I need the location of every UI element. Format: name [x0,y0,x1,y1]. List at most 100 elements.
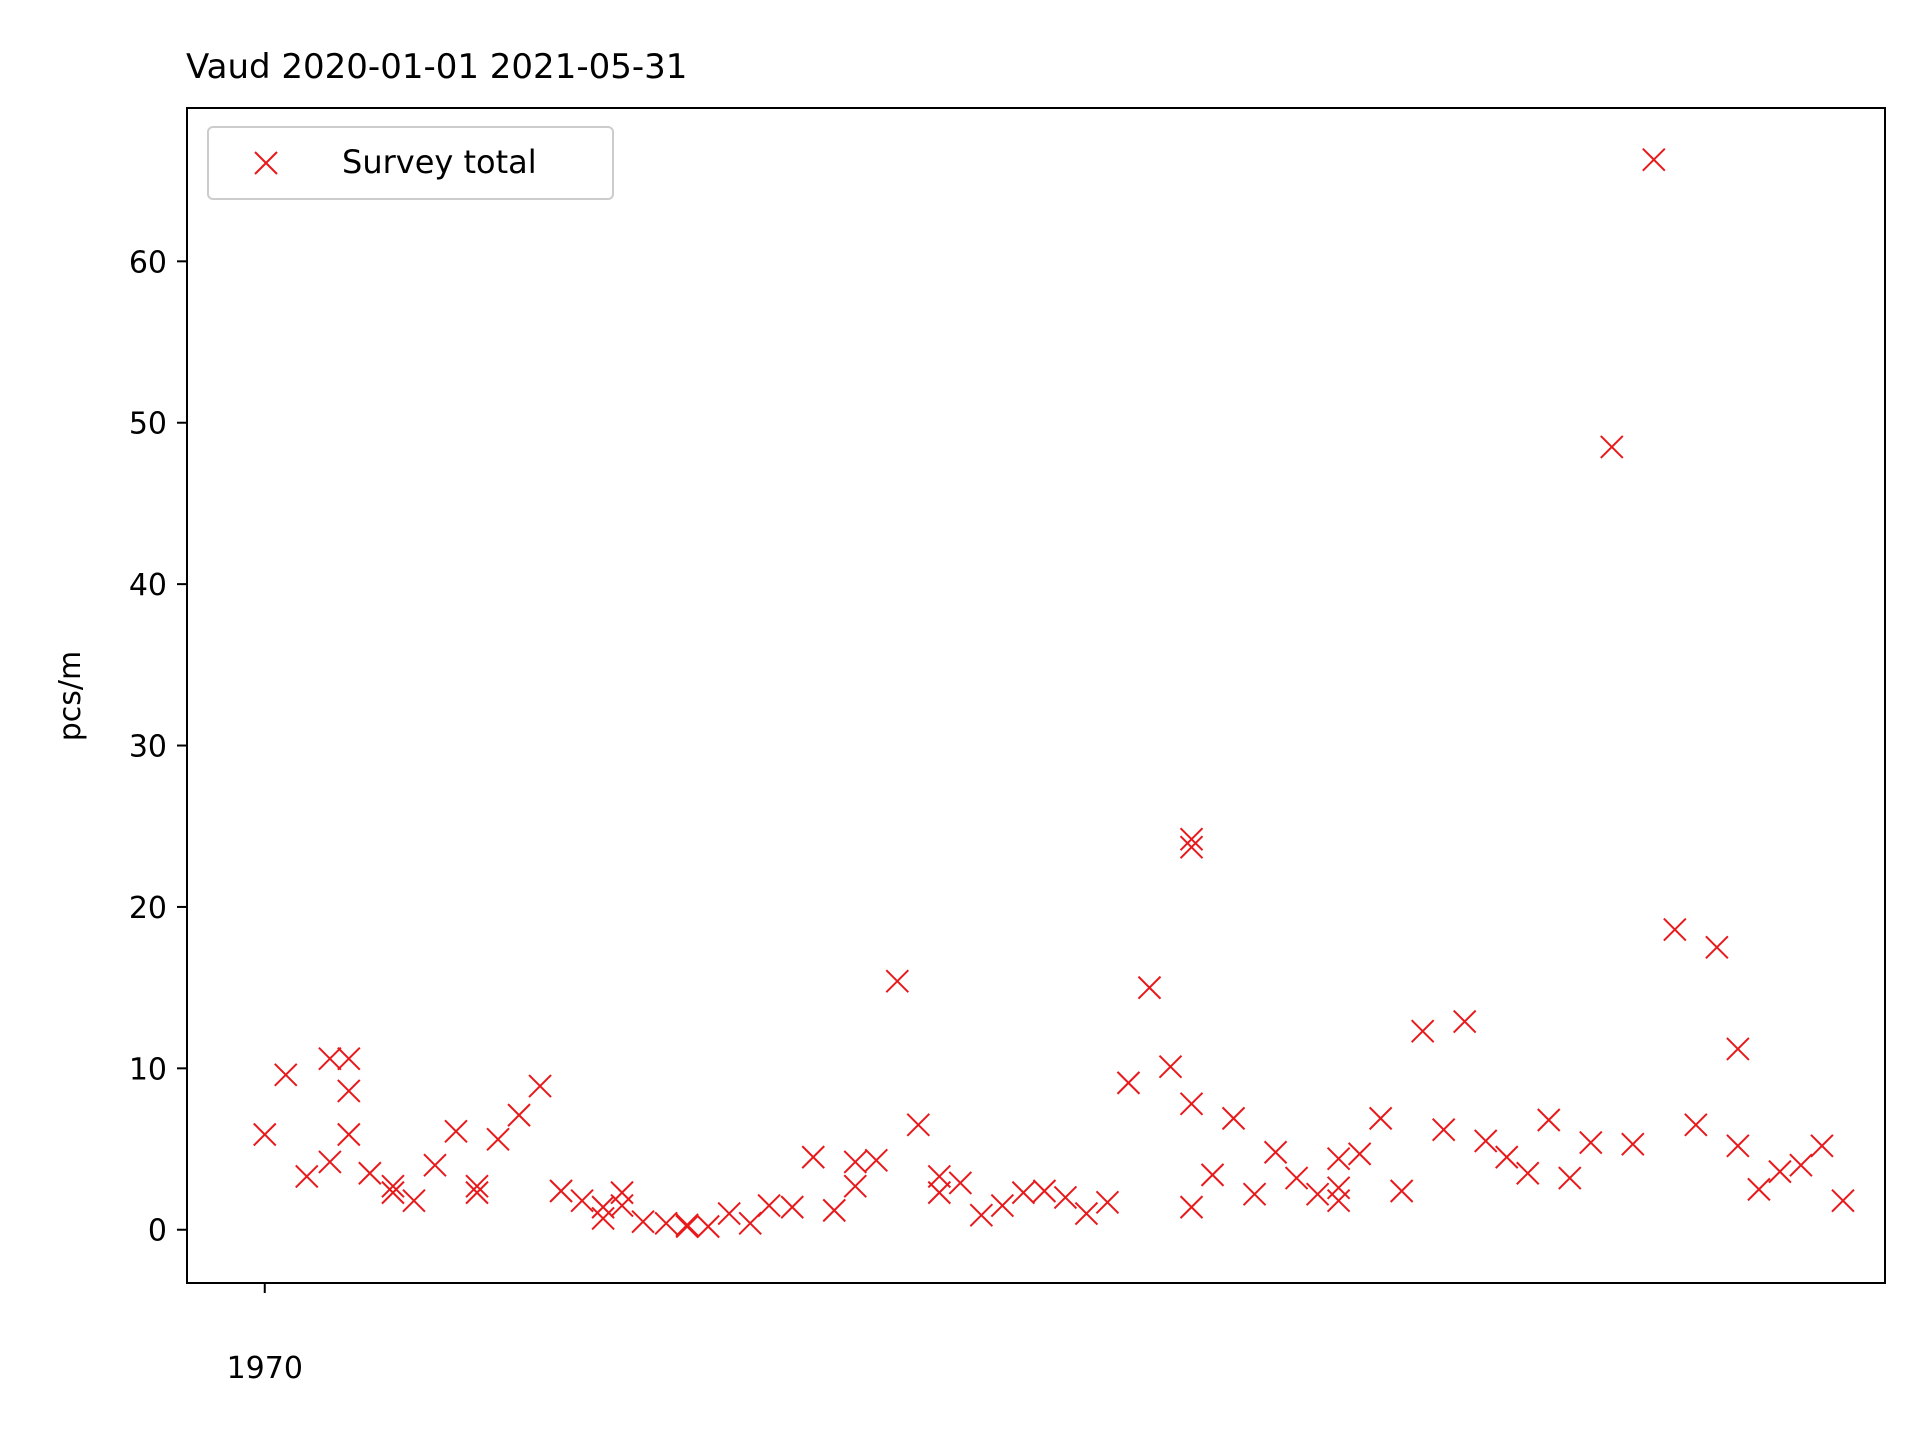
data-point [1705,935,1729,959]
data-point [675,1214,699,1239]
data-point [1768,1159,1792,1184]
data-point [1516,1161,1540,1185]
data-point [1579,1130,1603,1155]
chart-title: Vaud 2020-01-01 2021-05-31 [186,47,687,87]
data-point [1389,1179,1414,1203]
data-point [549,1179,573,1203]
data-point [1831,1188,1855,1213]
data-point [969,1203,994,1227]
data-point [1537,1108,1561,1132]
data-point [1410,1019,1435,1043]
data-point [358,1161,382,1185]
data-point [1347,1142,1372,1166]
data-point [1789,1153,1813,1177]
data-point [1011,1180,1036,1205]
data-point [1452,1009,1477,1034]
data-point [1116,1071,1141,1095]
data-point [318,1150,342,1174]
data-point [1179,835,1204,859]
data-point [654,1211,678,1235]
y-tick-label: 20 [129,891,167,926]
data-point [465,1174,489,1198]
data-point [1305,1182,1330,1206]
data-point [927,1164,952,1189]
data-point [1726,1037,1750,1061]
data-point [843,1150,867,1174]
data-point [610,1193,634,1218]
data-point [337,1079,361,1103]
data-point [1684,1113,1708,1137]
data-point [864,1148,888,1173]
data-point [757,1193,781,1218]
data-point [1642,147,1666,172]
data-point [337,1122,361,1147]
data-point [906,1113,931,1137]
data-point [1263,1140,1288,1164]
y-axis-ticks: 0 10 20 30 40 50 60 [129,245,187,1249]
y-tick-label: 30 [129,730,167,765]
data-point [738,1211,762,1235]
data-point [1179,1195,1204,1219]
data-point [318,1046,342,1071]
data-point [465,1180,489,1205]
data-point [631,1209,655,1234]
data-point [1326,1147,1351,1171]
legend-label-survey-total: Survey total [342,143,537,181]
data-point [1431,1117,1456,1142]
data-point [927,1180,952,1205]
y-tick-label: 10 [129,1052,167,1087]
data-point [1368,1106,1393,1131]
data-point [444,1119,468,1143]
data-point [610,1180,634,1205]
data-point [801,1145,825,1169]
data-point [570,1188,594,1213]
data-point [337,1046,361,1071]
data-point [1179,827,1204,851]
data-point [1558,1166,1582,1190]
data-point [295,1164,319,1189]
data-point [843,1174,867,1198]
data-point [1621,1132,1645,1156]
data-point [1600,435,1624,459]
data-point [1747,1177,1771,1202]
data-point [528,1074,552,1098]
data-point [486,1127,510,1152]
data-point [675,1213,699,1237]
data-point [1221,1106,1246,1131]
data-point [1326,1176,1351,1200]
data-point [1810,1134,1834,1158]
data-points [253,147,1855,1239]
x-tick-label: 1970 [227,1351,303,1386]
y-axis-label: pcs/m [53,651,88,742]
data-point [717,1201,741,1226]
legend-marker-icon [254,151,278,175]
data-point [1074,1201,1099,1226]
data-point [990,1193,1015,1218]
legend: Survey total [207,126,614,200]
x-axis-ticks: 1970 [227,1283,303,1386]
legend-box [207,126,614,200]
y-tick-label: 60 [129,245,167,280]
y-tick-label: 40 [129,568,167,603]
data-point [1474,1129,1498,1153]
data-point [1284,1166,1309,1190]
data-point [381,1180,405,1205]
y-tick-label: 0 [148,1214,167,1249]
data-point [591,1195,615,1219]
data-point [381,1174,405,1198]
data-point [1053,1185,1078,1210]
data-point [1095,1190,1120,1215]
data-point [1179,1092,1204,1116]
data-point [423,1153,447,1177]
data-point [696,1214,720,1239]
data-point [885,969,910,993]
data-point [402,1188,426,1213]
plot-area-frame [186,107,1886,1284]
data-point [780,1195,804,1219]
data-point [253,1122,277,1147]
y-tick-label: 50 [129,407,167,442]
data-point [1242,1182,1267,1206]
data-point [1137,975,1162,1000]
